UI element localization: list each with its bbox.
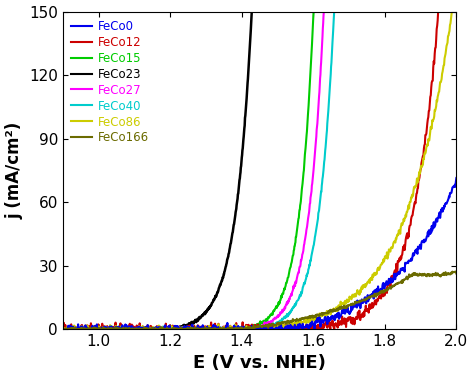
FeCo86 xyxy=(359,285,365,289)
FeCo15 xyxy=(292,240,298,245)
FeCo166 xyxy=(400,278,405,282)
FeCo23 xyxy=(60,326,66,330)
FeCo27 xyxy=(77,326,83,330)
FeCo12 xyxy=(300,327,305,331)
FeCo23 xyxy=(76,327,82,331)
FeCo0 xyxy=(359,297,365,302)
FeCo86 xyxy=(300,321,305,325)
FeCo23 xyxy=(256,9,262,14)
FeCo40 xyxy=(336,9,341,14)
FeCo27 xyxy=(296,270,301,275)
Y-axis label: j (mA/cm²): j (mA/cm²) xyxy=(6,122,24,219)
FeCo0 xyxy=(454,176,459,180)
FeCo12 xyxy=(85,323,91,328)
FeCo23 xyxy=(217,284,222,289)
FeCo23 xyxy=(249,9,255,14)
FeCo27 xyxy=(227,326,232,330)
FeCo12 xyxy=(311,325,317,329)
Line: FeCo86: FeCo86 xyxy=(63,0,456,329)
FeCo40 xyxy=(61,327,66,331)
FeCo15 xyxy=(265,316,271,321)
Line: FeCo40: FeCo40 xyxy=(63,12,338,329)
FeCo23 xyxy=(60,327,66,331)
FeCo40 xyxy=(236,327,242,331)
FeCo86 xyxy=(61,327,66,331)
FeCo27 xyxy=(321,9,327,14)
FeCo0 xyxy=(85,327,91,331)
Line: FeCo23: FeCo23 xyxy=(63,12,320,329)
FeCo27 xyxy=(334,9,339,14)
FeCo40 xyxy=(298,293,303,298)
FeCo40 xyxy=(228,325,233,330)
Line: FeCo27: FeCo27 xyxy=(63,12,337,329)
FeCo166 xyxy=(300,316,305,321)
FeCo166 xyxy=(311,314,317,318)
FeCo0 xyxy=(60,327,66,331)
Legend: FeCo0, FeCo12, FeCo15, FeCo23, FeCo27, FeCo40, FeCo86, FeCo166: FeCo0, FeCo12, FeCo15, FeCo23, FeCo27, F… xyxy=(69,17,152,147)
FeCo12 xyxy=(60,325,66,330)
FeCo0 xyxy=(300,327,305,331)
FeCo23 xyxy=(224,257,230,262)
FeCo23 xyxy=(283,9,288,14)
FeCo40 xyxy=(331,9,337,14)
FeCo166 xyxy=(60,325,66,330)
FeCo15 xyxy=(311,9,317,14)
FeCo86 xyxy=(311,318,317,322)
FeCo12 xyxy=(359,314,365,319)
FeCo86 xyxy=(85,324,91,328)
FeCo166 xyxy=(61,327,66,331)
FeCo12 xyxy=(400,253,405,257)
FeCo12 xyxy=(289,327,295,331)
FeCo0 xyxy=(61,327,66,331)
FeCo27 xyxy=(268,319,273,324)
FeCo86 xyxy=(289,320,295,325)
FeCo27 xyxy=(61,327,67,331)
FeCo15 xyxy=(60,327,66,331)
FeCo27 xyxy=(219,327,225,331)
FeCo166 xyxy=(289,319,295,324)
FeCo15 xyxy=(77,327,82,331)
FeCo23 xyxy=(210,300,216,304)
Line: FeCo12: FeCo12 xyxy=(63,0,456,329)
FeCo166 xyxy=(453,269,458,274)
X-axis label: E (V vs. NHE): E (V vs. NHE) xyxy=(193,355,326,372)
FeCo40 xyxy=(60,327,66,331)
FeCo27 xyxy=(60,325,66,330)
FeCo0 xyxy=(289,324,295,329)
FeCo15 xyxy=(217,325,223,330)
FeCo166 xyxy=(454,271,459,276)
FeCo0 xyxy=(311,322,317,326)
FeCo40 xyxy=(269,324,275,328)
FeCo27 xyxy=(235,327,240,331)
FeCo23 xyxy=(318,9,323,14)
FeCo12 xyxy=(61,327,66,331)
FeCo15 xyxy=(224,327,229,331)
FeCo15 xyxy=(232,327,238,331)
FeCo166 xyxy=(359,298,365,303)
Line: FeCo166: FeCo166 xyxy=(63,271,456,329)
Line: FeCo0: FeCo0 xyxy=(63,178,456,329)
FeCo166 xyxy=(85,326,91,331)
FeCo86 xyxy=(400,223,405,228)
FeCo40 xyxy=(220,326,226,331)
FeCo15 xyxy=(330,9,336,14)
FeCo0 xyxy=(400,266,405,270)
FeCo40 xyxy=(77,326,83,331)
FeCo86 xyxy=(60,324,66,328)
Line: FeCo15: FeCo15 xyxy=(63,12,333,329)
